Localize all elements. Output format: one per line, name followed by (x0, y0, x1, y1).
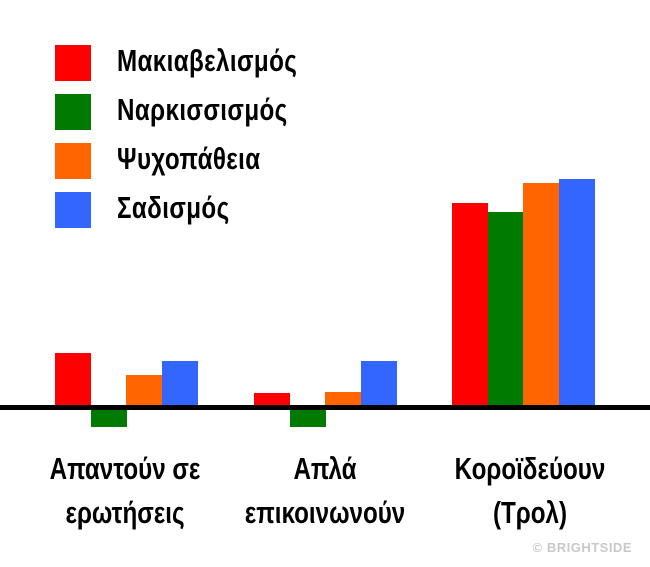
legend-label: Ψυχοπάθεια (117, 141, 261, 176)
legend-swatch-red (55, 45, 91, 81)
legend-item-narcissism: Ναρκισσισμός (55, 92, 355, 134)
bar (161, 361, 198, 406)
bar (325, 392, 361, 406)
legend-swatch-green (55, 94, 91, 130)
legend-swatch-orange (55, 143, 91, 179)
legend-item-sadism: Σαδισμός (55, 190, 355, 232)
category-label-trolling: Κοροϊδεύουν (Τρολ) (448, 447, 612, 535)
category-label-line: Απαντούν σε (49, 451, 201, 486)
bar (254, 393, 290, 406)
bar (55, 353, 91, 406)
bar (523, 183, 559, 406)
bar (289, 408, 326, 427)
category-label-answer-questions: Απαντούν σε ερωτήσεις (43, 447, 207, 535)
bar (90, 408, 127, 427)
legend-swatch-blue (55, 192, 91, 228)
bar (126, 375, 162, 406)
category-label-line: ερωτήσεις (65, 495, 185, 530)
legend-label: Σαδισμός (117, 190, 230, 225)
category-label-line: (Τρολ) (492, 495, 568, 530)
category-label-line: επικοινωνούν (244, 495, 406, 530)
legend-item-machiavellianism: Μακιαβελισμός (55, 43, 355, 85)
category-label-line: Κοροϊδεύουν (454, 451, 606, 486)
bar (558, 179, 595, 406)
watermark: © BRIGHTSIDE (532, 540, 632, 555)
bar (487, 212, 524, 406)
category-label-line: Απλά (293, 451, 357, 486)
category-label-just-communicate: Απλά επικοινωνούν (243, 447, 407, 535)
legend-label: Ναρκισσισμός (117, 92, 288, 127)
legend-label: Μακιαβελισμός (117, 43, 298, 78)
x-axis-line (0, 405, 650, 410)
bar (452, 203, 488, 406)
bar (360, 361, 397, 406)
legend-item-psychopathy: Ψυχοπάθεια (55, 141, 355, 183)
